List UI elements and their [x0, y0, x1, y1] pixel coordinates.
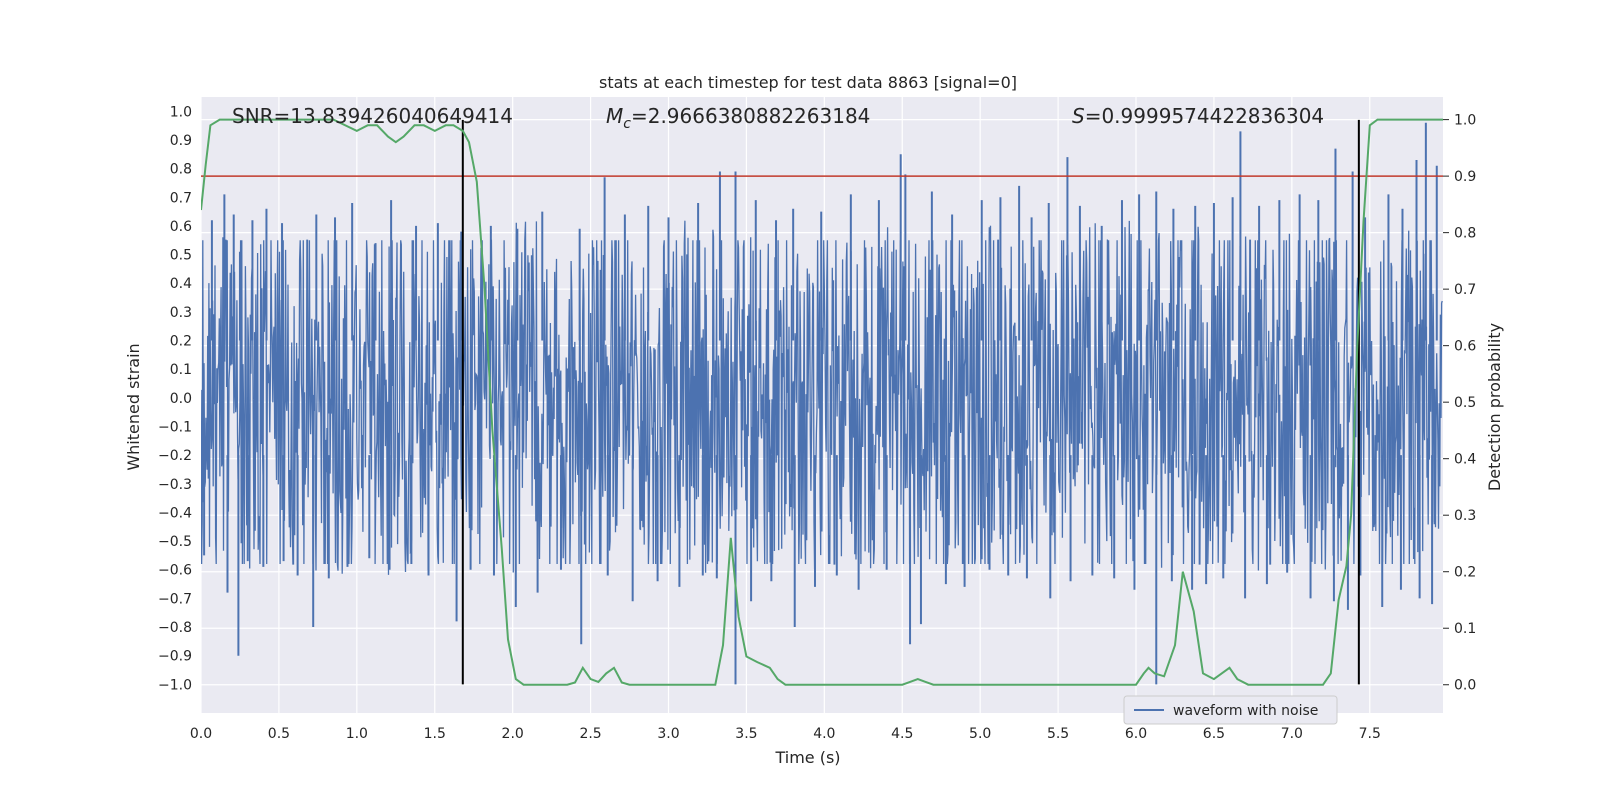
y-left-tick-label: 0.9 [170, 133, 192, 149]
s-annotation: S=0.9999574422836304 [1072, 104, 1324, 128]
y-right-tick-label: 0.9 [1454, 169, 1476, 185]
y-right-tick-label: 0.7 [1454, 282, 1476, 298]
waveform-line [201, 220, 1443, 575]
y-left-tick-label: −0.1 [158, 419, 192, 435]
x-tick-label: 3.5 [735, 726, 757, 742]
y-left-tick-label: −0.4 [158, 505, 192, 521]
y-left-axis-label: Whitened strain [124, 343, 143, 470]
detection-probability-line [201, 118, 1443, 686]
y-left-tick-label: −1.0 [158, 677, 192, 693]
waveform-series [201, 122, 1443, 685]
y-right-axis-label: Detection probability [1485, 323, 1504, 491]
y-left-tick-label: 0.8 [170, 162, 192, 178]
x-tick-label: 4.5 [891, 726, 913, 742]
y-right-tick-label: 0.8 [1454, 226, 1476, 242]
snr-annotation: SNR=13.839426040649414 [232, 104, 513, 128]
y-right-axis-ticks: 1.0 0.9 0.8 0.7 0.6 0.5 0.4 0.3 0.2 0.1 0.0 [1443, 113, 1476, 694]
probability-series [201, 118, 1443, 686]
x-tick-label: 6.5 [1203, 726, 1225, 742]
x-tick-label: 3.0 [657, 726, 679, 742]
x-axis-label: Time (s) [774, 748, 840, 767]
y-left-tick-label: −0.3 [158, 477, 192, 493]
legend: waveform with noise [1123, 695, 1338, 725]
y-right-tick-label: 0.3 [1454, 508, 1476, 524]
y-left-tick-label: −0.6 [158, 563, 192, 579]
x-tick-label: 4.0 [813, 726, 835, 742]
y-right-tick-label: 0.6 [1454, 339, 1476, 355]
x-tick-label: 1.5 [424, 726, 446, 742]
x-tick-label: 5.0 [969, 726, 991, 742]
x-tick-label: 5.5 [1047, 726, 1069, 742]
y-left-tick-label: 0.5 [170, 248, 192, 264]
y-left-tick-label: −0.9 [158, 649, 192, 665]
chirp-mass-value: =2.9666380882263184 [631, 104, 870, 128]
y-left-tick-label: 0.4 [170, 276, 192, 292]
y-left-tick-label: 0.2 [170, 334, 192, 350]
y-left-tick-label: −0.5 [158, 534, 192, 550]
y-right-tick-label: 1.0 [1454, 113, 1476, 129]
x-tick-label: 0.0 [190, 726, 212, 742]
y-right-tick-label: 0.2 [1454, 565, 1476, 581]
y-left-tick-label: 0.0 [170, 391, 192, 407]
y-left-tick-label: 0.7 [170, 190, 192, 206]
event-lines [461, 119, 1360, 685]
legend-label-waveform: waveform with noise [1173, 703, 1318, 719]
x-tick-label: 7.5 [1359, 726, 1381, 742]
y-left-tick-label: 1.0 [170, 104, 192, 120]
y-left-tick-label: 0.6 [170, 219, 192, 235]
chart-title: stats at each timestep for test data 886… [599, 73, 1017, 92]
x-tick-label: 0.5 [268, 726, 290, 742]
y-left-tick-label: −0.8 [158, 620, 192, 636]
y-left-axis-ticks: 1.0 0.9 0.8 0.7 0.6 0.5 0.4 0.3 0.2 0.1 0.0 −0.1 −0.… [158, 104, 192, 693]
x-tick-label: 7.0 [1281, 726, 1303, 742]
y-left-tick-label: 0.3 [170, 305, 192, 321]
s-value: =0.9999574422836304 [1085, 104, 1324, 128]
y-right-tick-label: 0.5 [1454, 395, 1476, 411]
x-tick-label: 2.0 [502, 726, 524, 742]
y-left-tick-label: −0.2 [158, 448, 192, 464]
chirp-mass-subscript: c [623, 116, 631, 132]
y-right-tick-label: 0.4 [1454, 452, 1476, 468]
x-tick-label: 1.0 [346, 726, 368, 742]
y-left-tick-label: −0.7 [158, 591, 192, 607]
y-right-tick-label: 0.1 [1454, 621, 1476, 637]
x-tick-label: 6.0 [1125, 726, 1147, 742]
x-axis-ticks: 0.0 0.5 1.0 1.5 2.0 2.5 3.0 3.5 4.0 4.5 5.0 5.5 6.0 6… [190, 726, 1381, 742]
legend-box [1123, 695, 1338, 725]
y-left-tick-label: 0.1 [170, 362, 192, 378]
x-tick-label: 2.5 [579, 726, 601, 742]
y-right-tick-label: 0.0 [1454, 678, 1476, 694]
chirp-mass-symbol: M [606, 104, 623, 128]
chirp-mass-annotation: Mc=2.9666380882263184 [606, 104, 870, 132]
s-symbol: S [1072, 104, 1085, 128]
